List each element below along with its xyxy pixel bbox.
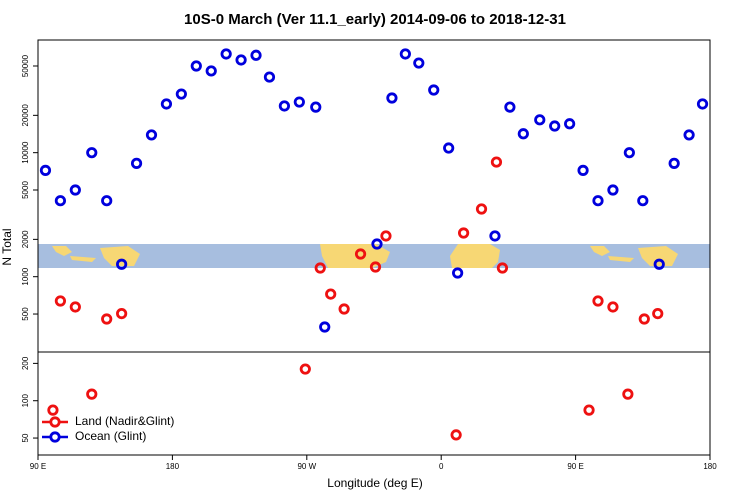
point — [116, 307, 128, 320]
x-axis-label: Longitude (deg E) — [327, 476, 422, 490]
point — [54, 295, 67, 307]
point — [534, 114, 546, 126]
point — [450, 429, 462, 441]
point — [369, 261, 382, 273]
point — [380, 230, 392, 242]
y-tick-label: 200 — [21, 356, 30, 370]
point — [145, 129, 158, 141]
point — [319, 321, 331, 333]
point — [86, 147, 98, 159]
point — [592, 295, 604, 307]
x-tick-label: 0 — [439, 462, 444, 471]
x-tick-label: 90 E — [30, 462, 46, 471]
point — [190, 60, 202, 72]
point — [564, 118, 576, 130]
point — [623, 147, 635, 159]
y-tick-label: 5000 — [21, 181, 30, 199]
point — [607, 301, 619, 313]
point — [220, 48, 232, 60]
point — [299, 363, 311, 375]
point — [386, 92, 398, 104]
point — [489, 230, 501, 242]
x-tick-label: 90 E — [567, 462, 583, 471]
y-axis-label: N Total — [0, 228, 14, 265]
point — [160, 98, 173, 110]
legend-label: Land (Nadir&Glint) — [75, 414, 174, 428]
point — [413, 57, 425, 69]
point — [622, 388, 634, 400]
point — [39, 164, 52, 176]
point — [428, 84, 440, 96]
point — [549, 120, 561, 132]
y-tick-label: 50 — [21, 433, 30, 442]
point — [668, 157, 680, 169]
point — [452, 267, 464, 279]
legend-label: Ocean (Glint) — [75, 429, 146, 443]
plot-frame — [37, 39, 711, 456]
point — [278, 100, 290, 112]
point — [504, 101, 516, 113]
point — [310, 101, 322, 113]
y-tick-label: 1000 — [21, 267, 30, 285]
x-tick-label: 180 — [166, 462, 180, 471]
point — [263, 71, 276, 83]
point — [638, 313, 650, 325]
point — [443, 142, 455, 154]
legend-marker — [49, 416, 61, 428]
point — [116, 258, 128, 270]
point — [583, 404, 595, 416]
point — [399, 48, 411, 60]
point — [607, 184, 619, 196]
y-tick-label: 20000 — [21, 104, 30, 127]
land-south-america — [320, 244, 390, 268]
y-tick-label: 100 — [21, 393, 30, 407]
y-tick-label: 2000 — [21, 230, 30, 248]
land-africa — [450, 244, 500, 268]
chart-title: 10S-0 March (Ver 11.1_early) 2014-09-06 … — [184, 11, 566, 28]
point — [354, 248, 367, 260]
point — [69, 301, 81, 313]
point — [338, 303, 350, 315]
point — [683, 129, 695, 141]
point — [490, 156, 503, 168]
y-tick-label: 10000 — [21, 141, 30, 164]
point — [371, 238, 383, 250]
x-tick-label: 90 W — [297, 462, 316, 471]
point — [652, 307, 664, 320]
point — [637, 195, 649, 207]
point — [592, 195, 604, 207]
point — [86, 388, 98, 400]
point — [517, 128, 529, 140]
point — [250, 49, 262, 61]
point — [235, 54, 247, 66]
point — [293, 96, 305, 108]
point — [175, 88, 187, 100]
point — [475, 203, 488, 215]
point — [314, 262, 326, 274]
point — [457, 227, 470, 239]
point — [47, 404, 59, 416]
y-tick-label: 500 — [21, 307, 30, 321]
legend-marker — [49, 431, 61, 443]
point — [496, 262, 509, 274]
point — [696, 98, 709, 110]
point — [69, 184, 81, 196]
point — [653, 258, 665, 270]
point — [101, 313, 113, 325]
point — [205, 65, 217, 77]
point — [101, 195, 113, 207]
point — [54, 195, 67, 207]
point — [325, 288, 337, 300]
point — [130, 157, 143, 169]
point — [577, 164, 589, 176]
x-tick-label: 180 — [703, 462, 717, 471]
y-tick-label: 50000 — [21, 54, 30, 77]
